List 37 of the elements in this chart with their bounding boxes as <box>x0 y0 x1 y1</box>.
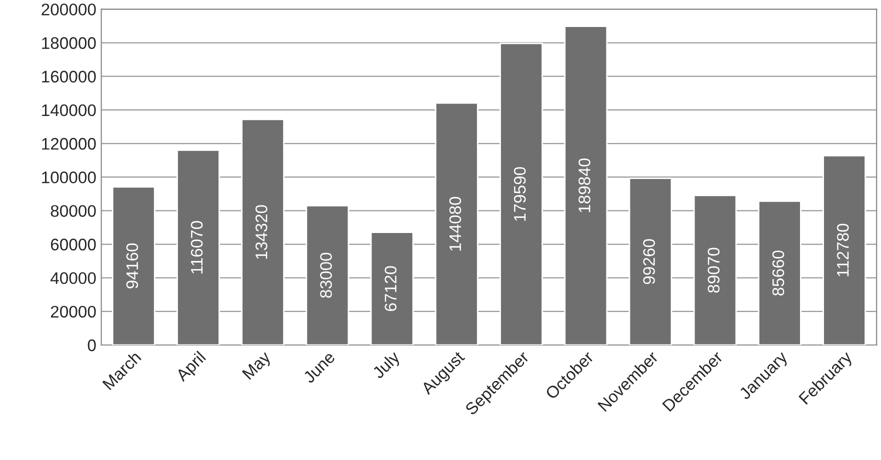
data-label: 67120 <box>384 266 397 311</box>
data-label: 144080 <box>449 196 462 251</box>
data-label: 116070 <box>190 221 203 274</box>
bar <box>241 118 285 345</box>
bar <box>434 102 478 345</box>
y-tick-label: 160000 <box>42 70 96 83</box>
data-label: 179590 <box>514 167 526 221</box>
bar <box>370 232 414 345</box>
y-tick-label: 100000 <box>42 172 96 184</box>
y-tick-label: 20000 <box>50 306 96 318</box>
y-tick-label: 60000 <box>50 238 96 250</box>
bar <box>306 204 350 345</box>
y-tick-label: 120000 <box>42 138 96 150</box>
x-tick-label: July <box>371 350 404 382</box>
x-tick-label: May <box>242 350 274 382</box>
bar <box>628 178 672 345</box>
bar <box>500 42 543 345</box>
bar <box>758 200 802 345</box>
data-label: 134320 <box>256 205 268 259</box>
bar <box>822 154 866 345</box>
data-label: 99260 <box>643 239 655 284</box>
data-label: 189840 <box>578 158 590 212</box>
bar <box>693 194 737 345</box>
y-tick-label: 180000 <box>42 37 96 49</box>
y-tick-label: 40000 <box>50 272 96 284</box>
bar <box>564 26 608 345</box>
data-label: 112780 <box>836 224 849 276</box>
y-tick-label: 140000 <box>42 104 96 116</box>
data-label: 89070 <box>708 248 720 293</box>
y-tick-label: 0 <box>88 339 96 352</box>
bar <box>112 186 156 345</box>
data-label: 85660 <box>772 250 784 296</box>
bar <box>176 149 220 345</box>
data-label: 94160 <box>126 243 138 288</box>
y-tick-label: 200000 <box>42 4 96 16</box>
y-tick-label: 80000 <box>50 205 96 217</box>
data-label: 83000 <box>320 252 332 298</box>
